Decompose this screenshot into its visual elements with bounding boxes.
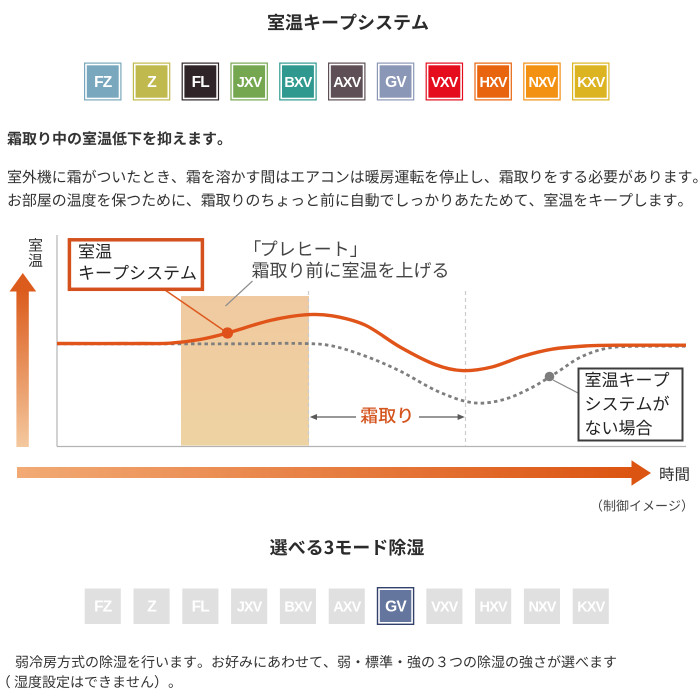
svg-text:FL: FL: [192, 74, 210, 91]
svg-text:GV: GV: [385, 74, 407, 91]
svg-text:VXV: VXV: [431, 599, 459, 615]
svg-text:HXV: HXV: [480, 75, 508, 91]
svg-text:VXV: VXV: [431, 75, 459, 91]
svg-text:GV: GV: [385, 598, 407, 615]
svg-text:NXV: NXV: [528, 599, 556, 615]
svg-text:AXV: AXV: [333, 75, 361, 91]
svg-text:FZ: FZ: [94, 598, 113, 615]
svg-text:JXV: JXV: [237, 75, 263, 91]
svg-text:Z: Z: [147, 74, 157, 91]
svg-text:JXV: JXV: [237, 599, 263, 615]
svg-text:KXV: KXV: [577, 599, 605, 615]
svg-text:AXV: AXV: [333, 599, 361, 615]
svg-text:NXV: NXV: [528, 75, 556, 91]
svg-text:BXV: BXV: [284, 75, 312, 91]
svg-text:FZ: FZ: [94, 74, 113, 91]
svg-text:FL: FL: [192, 598, 210, 615]
svg-text:KXV: KXV: [577, 75, 605, 91]
svg-text:BXV: BXV: [284, 599, 312, 615]
svg-text:HXV: HXV: [480, 599, 508, 615]
svg-text:Z: Z: [147, 598, 157, 615]
